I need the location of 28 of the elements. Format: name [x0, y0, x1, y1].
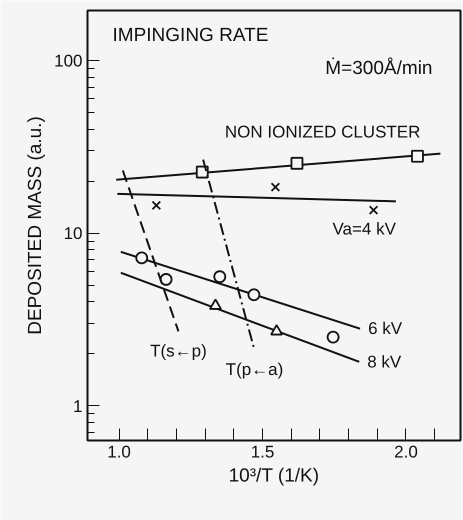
- series-label: NON IONIZED CLUSTER: [224, 122, 420, 142]
- point: [270, 324, 283, 336]
- point: [135, 251, 148, 264]
- point: [160, 273, 173, 286]
- y-tick-label: 1: [73, 396, 83, 416]
- point: [209, 298, 222, 310]
- series-label: 8 kV: [367, 352, 402, 372]
- series-label: T(s←p): [150, 341, 207, 360]
- y-axis-title: DEPOSITED MASS (a.u.): [25, 116, 46, 335]
- point: [270, 182, 280, 192]
- point: [213, 270, 226, 284]
- series-label: 6 kV: [368, 319, 403, 338]
- x-axis-title: 10³/T (1/K): [228, 466, 320, 486]
- point: [326, 330, 340, 344]
- series-label: T(p←a): [226, 360, 284, 380]
- point: [290, 156, 304, 170]
- x-tick-label: 2.0: [394, 442, 418, 462]
- text: Ṁ=300Å/min: [325, 57, 433, 79]
- x-tick-label: 1.5: [250, 442, 274, 462]
- point: [368, 205, 378, 215]
- y-tick-label: 10: [64, 224, 83, 244]
- point: [411, 150, 424, 163]
- point: [248, 288, 260, 302]
- series-label: Va=4 kV: [332, 219, 397, 238]
- text: IMPINGING RATE: [112, 25, 268, 46]
- x-tick-label: 1.0: [107, 442, 131, 462]
- point: [152, 200, 162, 210]
- y-tick-label: 100: [54, 52, 83, 71]
